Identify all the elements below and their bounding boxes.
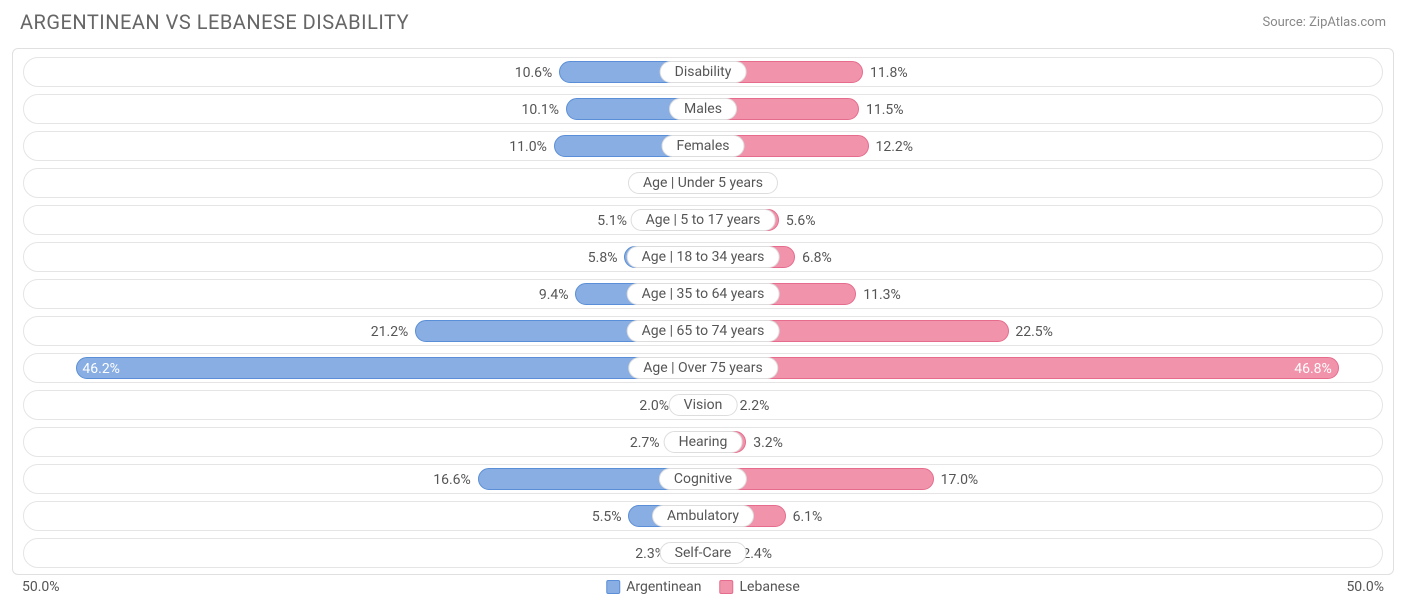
chart-source: Source: ZipAtlas.com [1262, 15, 1386, 30]
value-left: 46.2% [82, 354, 120, 384]
row-label: Age | 18 to 34 years [627, 246, 780, 268]
value-right: 2.2% [740, 391, 770, 421]
chart-row: 2.7% 3.2% Hearing [23, 427, 1383, 457]
value-right: 46.8% [1294, 354, 1332, 384]
row-label: Age | 35 to 64 years [627, 283, 780, 305]
legend-swatch [720, 580, 734, 594]
row-label: Cognitive [659, 468, 747, 490]
chart-header: ARGENTINEAN VS LEBANESE DISABILITY Sourc… [0, 0, 1406, 42]
value-right: 11.3% [863, 280, 901, 310]
value-left: 5.8% [588, 243, 618, 273]
row-label: Vision [669, 394, 738, 416]
legend-label: Argentinean [626, 579, 701, 595]
chart-row: 16.6% 17.0% Cognitive [23, 464, 1383, 494]
value-left: 21.2% [371, 317, 409, 347]
chart-row: 21.2% 22.5% Age | 65 to 74 years [23, 316, 1383, 346]
row-label: Age | 65 to 74 years [627, 320, 780, 342]
value-right: 11.5% [866, 95, 904, 125]
legend-label: Lebanese [740, 579, 800, 595]
value-left: 11.0% [509, 132, 547, 162]
chart-footer: 50.0% Argentinean Lebanese 50.0% [22, 579, 1384, 599]
value-right: 6.1% [793, 502, 823, 532]
value-left: 9.4% [539, 280, 569, 310]
row-label: Age | Under 5 years [628, 172, 778, 194]
value-left: 10.6% [515, 58, 553, 88]
value-left: 5.5% [592, 502, 622, 532]
value-right: 17.0% [941, 465, 979, 495]
legend-item: Argentinean [606, 579, 701, 595]
row-label: Disability [660, 61, 747, 83]
chart-row: 11.0% 12.2% Females [23, 131, 1383, 161]
chart-row: 5.8% 6.8% Age | 18 to 34 years [23, 242, 1383, 272]
chart-row: 10.1% 11.5% Males [23, 94, 1383, 124]
chart-title: ARGENTINEAN VS LEBANESE DISABILITY [20, 10, 409, 34]
row-label: Ambulatory [652, 505, 754, 527]
axis-label-left: 50.0% [22, 579, 60, 595]
chart-row: 9.4% 11.3% Age | 35 to 64 years [23, 279, 1383, 309]
chart-row: 5.1% 5.6% Age | 5 to 17 years [23, 205, 1383, 235]
row-label: Age | Over 75 years [628, 357, 778, 379]
value-right: 11.8% [870, 58, 908, 88]
row-label: Age | 5 to 17 years [631, 209, 776, 231]
chart-row: 46.2% 46.8% Age | Over 75 years [23, 353, 1383, 383]
axis-label-right: 50.0% [1346, 579, 1384, 595]
legend-item: Lebanese [720, 579, 800, 595]
diverging-bar-chart: 10.6% 11.8% Disability 10.1% 11.5% Males 11.0%… [12, 48, 1394, 575]
value-right: 5.6% [786, 206, 816, 236]
bar-argentinean [76, 357, 703, 379]
value-left: 5.1% [597, 206, 627, 236]
value-right: 3.2% [753, 428, 783, 458]
value-left: 2.7% [630, 428, 660, 458]
value-right: 22.5% [1015, 317, 1053, 347]
value-right: 12.2% [875, 132, 913, 162]
value-left: 2.0% [639, 391, 669, 421]
bar-lebanese [703, 357, 1339, 379]
row-label: Males [669, 98, 737, 120]
chart-row: 10.6% 11.8% Disability [23, 57, 1383, 87]
legend-swatch [606, 580, 620, 594]
chart-row: 5.5% 6.1% Ambulatory [23, 501, 1383, 531]
chart-row: 1.2%1.3%Age | Under 5 years [23, 168, 1383, 198]
row-label: Females [662, 135, 745, 157]
value-left: 10.1% [522, 95, 560, 125]
chart-row: 2.3%2.4%Self-Care [23, 538, 1383, 568]
value-left: 16.6% [433, 465, 471, 495]
value-right: 6.8% [802, 243, 832, 273]
value-right: 2.4% [742, 539, 772, 569]
legend: Argentinean Lebanese [606, 579, 800, 595]
row-label: Self-Care [660, 542, 747, 564]
row-label: Hearing [664, 431, 743, 453]
chart-row: 2.0% 2.2%Vision [23, 390, 1383, 420]
